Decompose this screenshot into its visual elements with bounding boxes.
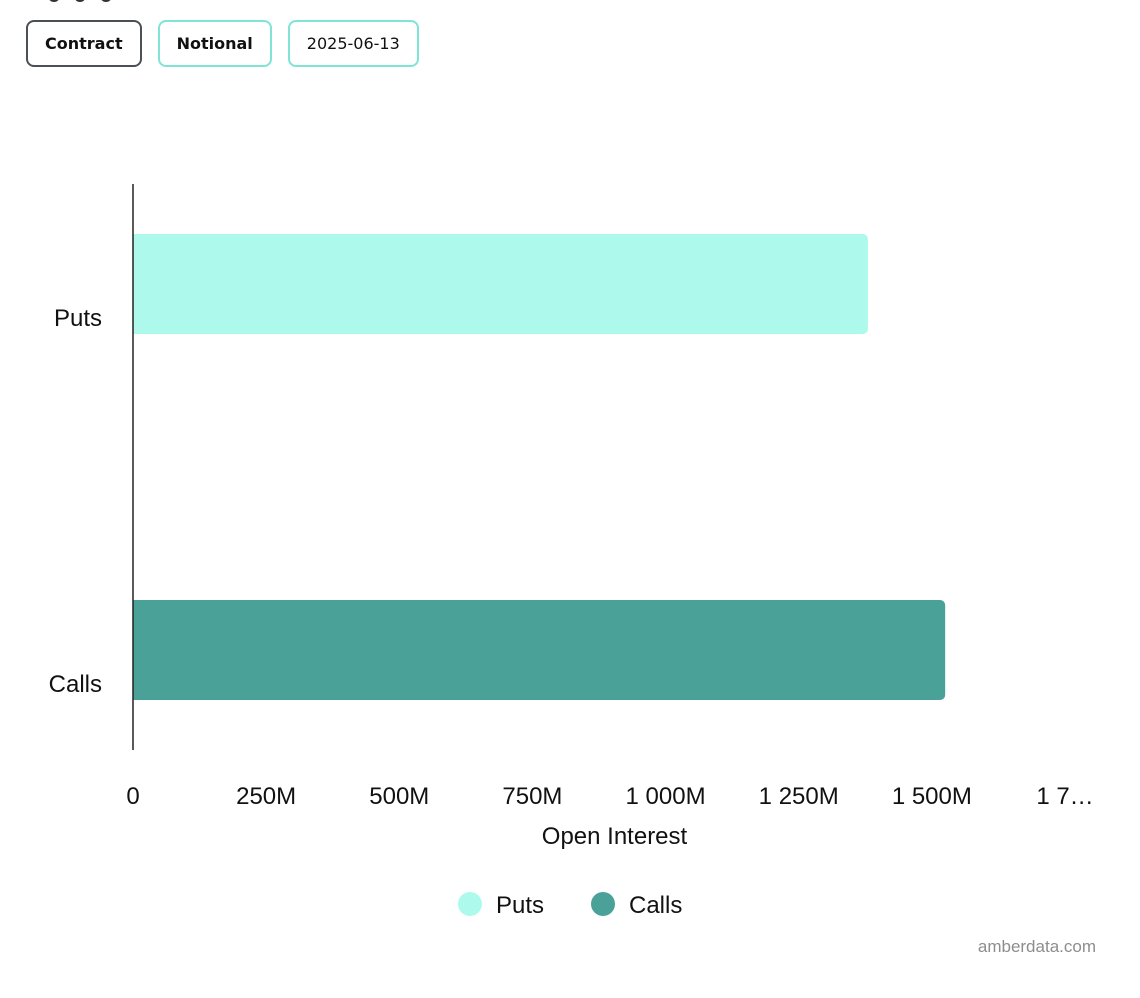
legend-label: Puts xyxy=(496,892,544,919)
legend-label: Calls xyxy=(629,892,682,919)
x-tick-label: 500M xyxy=(369,783,429,810)
date-button[interactable]: 2025-06-13 xyxy=(287,20,419,67)
legend-swatch xyxy=(458,892,482,916)
x-tick-label: 250M xyxy=(236,783,296,810)
x-tick-label: 0 xyxy=(126,783,139,810)
watermark: amberdata.com xyxy=(977,937,1096,956)
bar-puts[interactable] xyxy=(133,234,868,334)
legend-swatch xyxy=(591,892,615,916)
toolbar: Contract Notional 2025-06-13 xyxy=(26,20,419,67)
x-tick-label: 1 500M xyxy=(892,783,972,810)
bar-calls[interactable] xyxy=(133,600,946,700)
y-tick-label: Puts xyxy=(54,305,102,332)
y-tick-label: Calls xyxy=(49,671,102,698)
x-tick-label: 750M xyxy=(502,783,562,810)
legend-item-puts[interactable]: Puts xyxy=(458,892,544,919)
x-axis-label: Open Interest xyxy=(542,823,688,850)
x-tick-label: 1 7… xyxy=(1036,783,1093,810)
window-controls xyxy=(48,0,112,2)
contract-button[interactable]: Contract xyxy=(26,20,142,67)
legend-item-calls[interactable]: Calls xyxy=(591,892,682,919)
notional-button[interactable]: Notional xyxy=(157,20,272,67)
x-tick-label: 1 000M xyxy=(626,783,706,810)
x-tick-label: 1 250M xyxy=(759,783,839,810)
